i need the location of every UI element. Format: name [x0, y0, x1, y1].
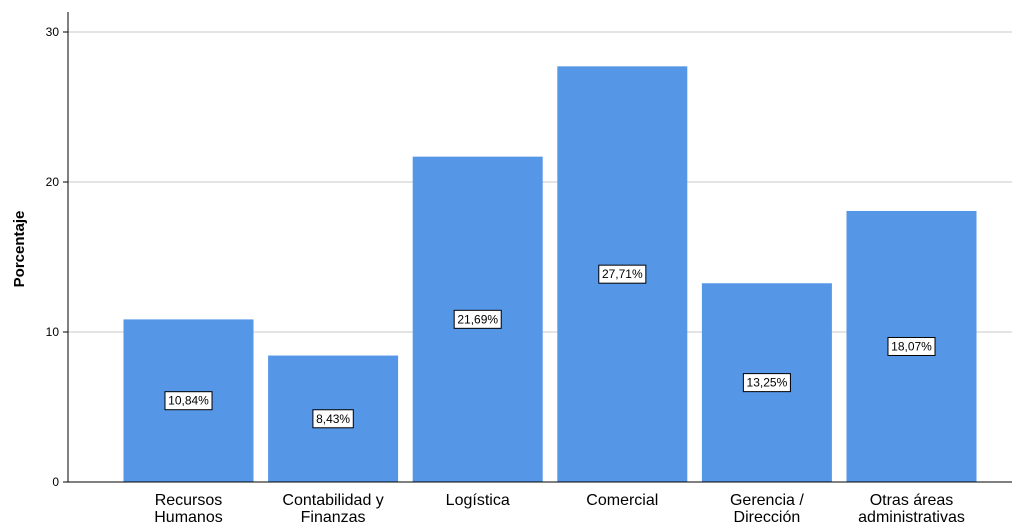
y-tick-label-0: 0	[52, 475, 59, 489]
svg-text:10,84%: 10,84%	[168, 394, 209, 408]
y-tick-label-10: 10	[46, 325, 60, 339]
x-tick-label-5: Otras áreas administrativas	[858, 492, 965, 526]
data-label-0: 10,84%	[164, 391, 213, 411]
data-label-2: 21,69%	[453, 309, 502, 329]
data-label-3: 27,71%	[598, 264, 647, 284]
y-tick-label-30: 30	[46, 25, 60, 39]
svg-text:27,71%: 27,71%	[602, 267, 643, 281]
svg-text:18,07%: 18,07%	[891, 339, 932, 353]
axes	[63, 12, 1012, 483]
x-tick-label-0: Recursos Humanos	[154, 492, 222, 526]
x-tick-label-3: Comercial	[586, 492, 658, 509]
y-tick-labels: 0 10 20 30	[46, 25, 60, 489]
x-tick-label-1: Contabilidad y Finanzas	[282, 492, 383, 526]
data-label-1: 8,43%	[312, 409, 354, 429]
svg-text:8,43%: 8,43%	[316, 412, 350, 426]
svg-text:21,69%: 21,69%	[457, 312, 498, 326]
x-tick-label-2: Logística	[446, 492, 510, 509]
y-tick-label-20: 20	[46, 175, 60, 189]
svg-text:13,25%: 13,25%	[747, 376, 788, 390]
data-label-5: 18,07%	[887, 336, 936, 356]
category-labels: Recursos Humanos Contabilidad y Finanzas Log…	[154, 492, 965, 526]
bars	[123, 66, 977, 482]
data-label-4: 13,25%	[742, 373, 791, 393]
x-tick-label-4: Gerencia / Dirección	[730, 492, 804, 526]
y-axis-label: Porcentaje	[11, 211, 28, 288]
data-labels: 10,84% 8,43% 21,69% 27,71% 13,25% 18,07%	[164, 264, 936, 429]
